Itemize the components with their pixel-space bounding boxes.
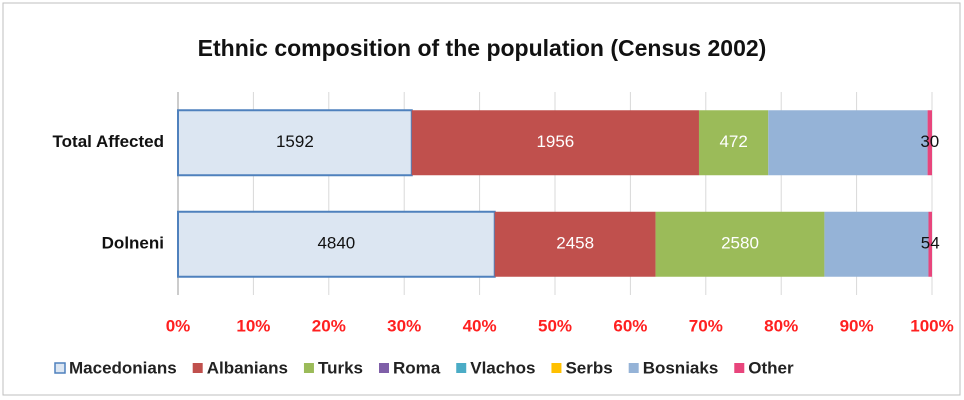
chart-title: Ethnic composition of the population (Ce…	[198, 35, 767, 61]
data-label: 30	[920, 132, 939, 151]
legend-swatch	[303, 363, 314, 373]
bar-segment	[177, 109, 413, 177]
legend-swatch	[628, 363, 639, 373]
bar-segment	[494, 211, 656, 277]
x-tick-label: 50%	[538, 316, 572, 335]
x-tick-label: 100%	[910, 316, 953, 335]
legend-label: Turks	[318, 358, 363, 377]
bar-segment	[411, 110, 699, 176]
data-label: 472	[719, 132, 747, 151]
bar-segment	[768, 110, 928, 176]
legend-label: Bosniaks	[643, 358, 719, 377]
data-label: 54	[921, 234, 940, 253]
y-tick-label: Total Affected	[53, 132, 164, 151]
bar-segment	[928, 211, 932, 277]
data-label: 4840	[317, 234, 355, 253]
legend-label: Roma	[393, 358, 441, 377]
legend-swatch	[192, 363, 203, 373]
x-tick-label: 20%	[312, 316, 346, 335]
x-tick-label: 60%	[613, 316, 647, 335]
data-label: 1592	[276, 132, 314, 151]
bar-segment	[655, 211, 825, 277]
legend-label: Albanians	[207, 358, 288, 377]
x-tick-label: 70%	[689, 316, 723, 335]
x-tick-label: 40%	[463, 316, 497, 335]
x-tick-label: 30%	[387, 316, 421, 335]
legend-swatch	[54, 362, 66, 374]
bar-segment	[177, 210, 496, 278]
legend-label: Vlachos	[470, 358, 535, 377]
legend-label: Serbs	[565, 358, 612, 377]
data-label: 2580	[721, 234, 759, 253]
x-tick-label: 10%	[236, 316, 270, 335]
x-tick-label: 90%	[840, 316, 874, 335]
data-label: 2458	[556, 234, 594, 253]
y-tick-label: Dolneni	[102, 234, 164, 253]
legend-label: Macedonians	[69, 358, 177, 377]
data-label: 1956	[536, 132, 574, 151]
chart-border	[2, 2, 961, 396]
legend-swatch	[734, 363, 745, 373]
bar-segment	[824, 211, 929, 277]
legend-swatch	[551, 363, 562, 373]
legend-swatch	[379, 363, 389, 373]
bar-segment	[698, 110, 769, 176]
legend-swatch	[456, 363, 467, 373]
x-tick-label: 80%	[764, 316, 798, 335]
bar-segment	[927, 110, 932, 176]
legend-label: Other	[748, 358, 794, 377]
x-tick-label: 0%	[166, 316, 191, 335]
